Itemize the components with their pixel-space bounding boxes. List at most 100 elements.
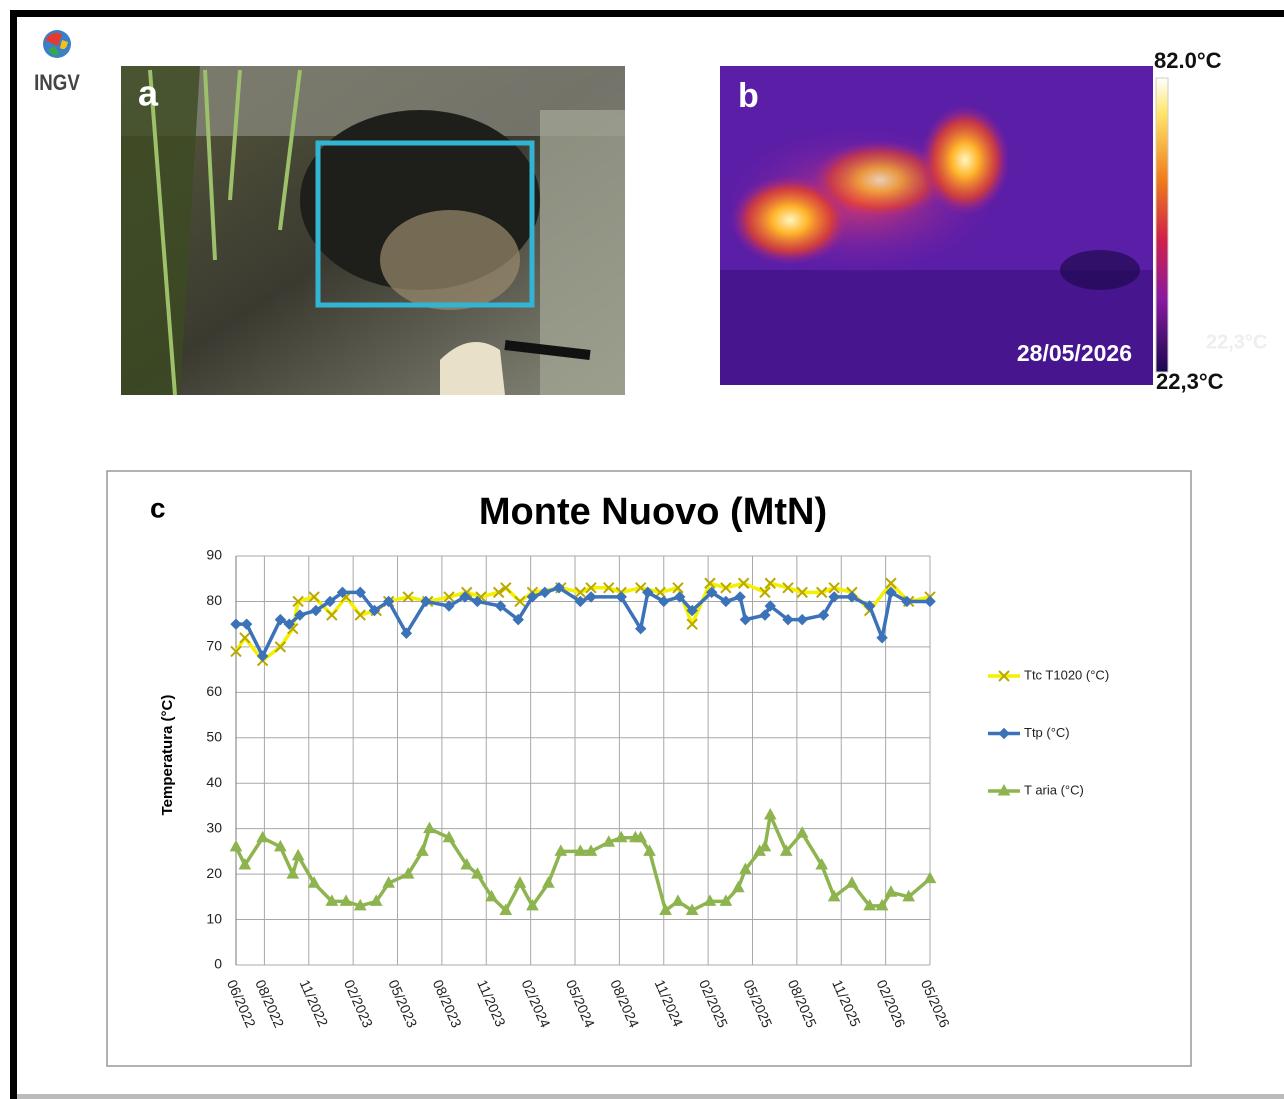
marker — [369, 894, 383, 906]
legend-label: Ttc T1020 (°C) — [1024, 667, 1109, 682]
marker — [574, 586, 587, 599]
marker — [796, 586, 808, 599]
legend-label: Ttp (°C) — [1024, 725, 1070, 740]
marker — [336, 586, 349, 599]
marker — [240, 618, 253, 630]
marker — [634, 623, 647, 635]
marker — [828, 591, 840, 603]
series-line — [236, 586, 930, 658]
marker — [500, 582, 512, 594]
y-tick-label: 70 — [206, 638, 222, 654]
marker — [634, 830, 648, 843]
marker — [779, 844, 793, 856]
marker — [901, 595, 913, 608]
logo-text: INGV — [34, 72, 80, 96]
y-tick-label: 20 — [206, 865, 222, 881]
marker — [659, 903, 672, 915]
marker — [459, 591, 471, 603]
marker — [614, 830, 628, 843]
legend-marker — [997, 783, 1011, 796]
marker — [499, 903, 513, 915]
marker — [230, 645, 242, 658]
marker — [274, 839, 287, 852]
frame-bottom — [17, 1094, 1284, 1099]
marker — [368, 604, 381, 617]
marker — [326, 609, 338, 621]
marker — [274, 641, 287, 653]
marker — [884, 885, 898, 897]
marker — [815, 857, 829, 870]
y-axis-title: Temperatura (°C) — [159, 695, 176, 816]
legend-marker — [998, 727, 1010, 740]
marker — [828, 582, 840, 594]
marker — [554, 844, 568, 856]
marker — [229, 839, 243, 852]
marker — [585, 591, 597, 603]
marker — [291, 848, 305, 861]
frame-top — [10, 10, 1284, 17]
marker — [382, 595, 395, 608]
marker — [643, 844, 656, 856]
marker — [526, 591, 539, 603]
marker — [256, 830, 269, 843]
marker — [782, 582, 794, 594]
marker — [574, 595, 587, 608]
y-tick-label: 50 — [206, 728, 222, 744]
marker — [239, 632, 251, 644]
marker — [720, 595, 732, 608]
marker — [443, 600, 455, 612]
marker — [585, 582, 597, 594]
marker — [485, 889, 498, 902]
marker — [764, 600, 776, 612]
marker — [923, 871, 937, 884]
marker — [845, 876, 859, 888]
marker — [885, 577, 897, 589]
marker — [401, 867, 415, 879]
marker — [672, 582, 684, 594]
marker — [642, 586, 654, 599]
marker — [230, 618, 242, 630]
marker — [283, 618, 295, 630]
marker — [256, 650, 269, 662]
marker — [759, 586, 771, 599]
marker — [307, 876, 321, 888]
chart-box — [106, 470, 1192, 1067]
marker — [526, 898, 539, 911]
marker — [686, 618, 698, 630]
marker — [542, 876, 555, 888]
marker — [274, 613, 287, 626]
marker — [238, 857, 252, 870]
marker — [423, 821, 436, 834]
marker — [416, 844, 429, 856]
marker — [573, 844, 587, 856]
marker — [420, 595, 432, 608]
marker — [795, 826, 809, 838]
y-tick-label: 30 — [206, 819, 222, 835]
marker — [354, 609, 366, 621]
marker — [471, 867, 484, 879]
faint-label: 22,3°C — [1206, 331, 1267, 353]
y-tick-label: 10 — [206, 910, 222, 926]
marker — [885, 586, 897, 599]
marker — [513, 876, 527, 888]
legend-label: T aria (°C) — [1024, 782, 1084, 797]
marker — [704, 577, 716, 589]
marker — [294, 609, 306, 621]
y-tick-label: 40 — [206, 774, 222, 790]
panel-label: b — [738, 77, 759, 115]
marker — [292, 595, 304, 608]
frame-left — [10, 10, 17, 1099]
marker — [685, 903, 699, 915]
marker — [674, 591, 686, 603]
legend-marker — [998, 670, 1010, 682]
marker — [658, 595, 670, 608]
logo: INGV — [34, 30, 80, 95]
marker — [443, 591, 455, 603]
marker — [308, 591, 320, 603]
marker — [494, 600, 507, 612]
y-tick-label: 90 — [206, 547, 222, 563]
marker — [902, 889, 916, 902]
marker — [705, 586, 718, 599]
marker — [827, 889, 841, 902]
marker — [460, 857, 474, 870]
